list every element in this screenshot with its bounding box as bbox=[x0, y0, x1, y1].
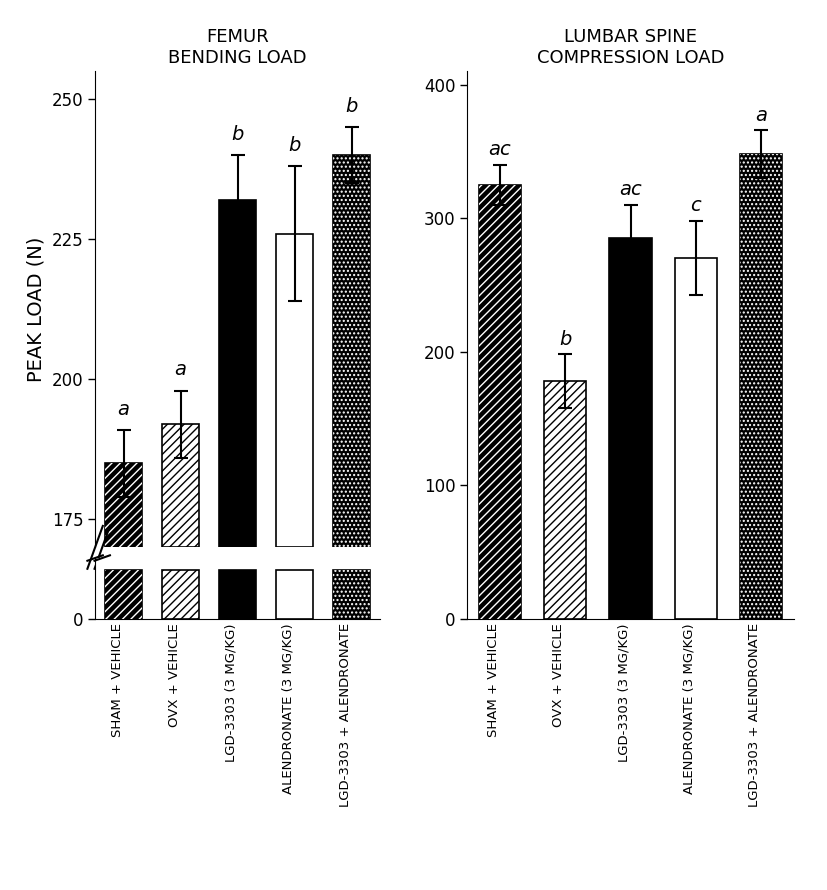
Bar bbox=[105, 464, 142, 547]
Title: LUMBAR SPINE
COMPRESSION LOAD: LUMBAR SPINE COMPRESSION LOAD bbox=[537, 28, 724, 67]
Bar bbox=[162, 570, 199, 619]
Text: SHAM + VEHICLE: SHAM + VEHICLE bbox=[111, 623, 124, 737]
Bar bbox=[740, 154, 782, 619]
Title: FEMUR
BENDING LOAD: FEMUR BENDING LOAD bbox=[169, 28, 307, 67]
Bar bbox=[479, 185, 521, 619]
Text: LGD-3303 (3 MG/KG): LGD-3303 (3 MG/KG) bbox=[225, 623, 238, 762]
Text: LGD-3303 + ALENDRONATE: LGD-3303 + ALENDRONATE bbox=[339, 623, 351, 807]
Bar bbox=[609, 238, 652, 619]
Text: a: a bbox=[755, 106, 767, 125]
Bar bbox=[105, 464, 142, 547]
Text: c: c bbox=[691, 197, 701, 215]
Bar bbox=[276, 570, 313, 619]
Bar bbox=[333, 570, 370, 619]
Y-axis label: PEAK LOAD (N): PEAK LOAD (N) bbox=[27, 237, 46, 382]
Bar bbox=[675, 258, 717, 619]
Bar bbox=[105, 570, 142, 619]
Text: ac: ac bbox=[489, 141, 511, 159]
Text: SHAM + VEHICLE: SHAM + VEHICLE bbox=[487, 623, 500, 737]
Text: ALENDRONATE (3 MG/KG): ALENDRONATE (3 MG/KG) bbox=[282, 623, 294, 794]
Bar bbox=[479, 185, 521, 619]
Text: ALENDRONATE (3 MG/KG): ALENDRONATE (3 MG/KG) bbox=[683, 623, 696, 794]
Text: LGD-3303 + ALENDRONATE: LGD-3303 + ALENDRONATE bbox=[748, 623, 761, 807]
Text: OVX + VEHICLE: OVX + VEHICLE bbox=[168, 623, 180, 727]
Text: b: b bbox=[346, 97, 358, 116]
Bar bbox=[276, 234, 313, 547]
Bar bbox=[333, 155, 370, 547]
Bar bbox=[333, 570, 370, 619]
Text: b: b bbox=[289, 136, 301, 155]
Bar bbox=[333, 155, 370, 547]
Text: b: b bbox=[559, 330, 571, 349]
Bar bbox=[219, 570, 256, 619]
Bar bbox=[544, 381, 586, 619]
Bar bbox=[105, 570, 142, 619]
Text: OVX + VEHICLE: OVX + VEHICLE bbox=[552, 623, 565, 727]
Text: ac: ac bbox=[619, 181, 642, 199]
Text: LGD-3303 (3 MG/KG): LGD-3303 (3 MG/KG) bbox=[618, 623, 630, 762]
Text: a: a bbox=[174, 360, 187, 379]
Bar bbox=[162, 425, 199, 547]
Bar bbox=[219, 200, 256, 547]
Text: b: b bbox=[232, 125, 244, 144]
Text: a: a bbox=[117, 400, 130, 418]
Bar bbox=[740, 154, 782, 619]
